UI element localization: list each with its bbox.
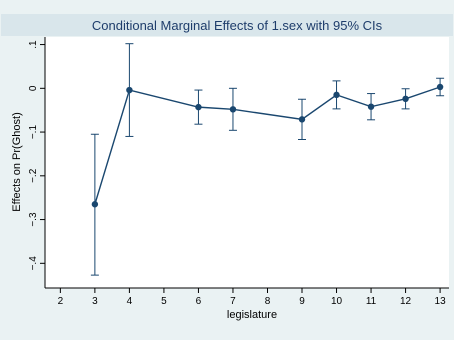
data-point bbox=[298, 116, 306, 123]
data-point bbox=[195, 103, 202, 111]
data-point bbox=[436, 83, 444, 91]
data-point bbox=[333, 91, 340, 99]
y-tick-label: .1 bbox=[28, 40, 39, 49]
y-tick-label: −.3 bbox=[28, 212, 39, 227]
y-axis: .1 0 −.1 −.2 −.3 −.4 bbox=[28, 37, 46, 288]
x-tick-label: 4 bbox=[127, 296, 133, 307]
data-point bbox=[126, 86, 133, 94]
series-layer bbox=[90, 43, 445, 276]
x-tick-label: 11 bbox=[366, 296, 377, 307]
chart-title: Conditional Marginal Effects of 1.sex wi… bbox=[92, 18, 383, 33]
x-tick-label: 8 bbox=[265, 296, 271, 307]
x-tick-label: 7 bbox=[230, 296, 236, 307]
data-point bbox=[367, 103, 375, 110]
plot-area bbox=[45, 37, 449, 288]
x-tick-label: 13 bbox=[435, 296, 447, 307]
data-point bbox=[402, 95, 409, 103]
x-tick-label: 2 bbox=[58, 296, 64, 307]
x-tick-label: 12 bbox=[400, 296, 412, 307]
title-background bbox=[1, 14, 453, 36]
y-tick-label: −.1 bbox=[28, 125, 39, 140]
y-tick-label: −.4 bbox=[28, 256, 39, 271]
x-tick-label: 3 bbox=[92, 296, 98, 307]
x-tick-label: 6 bbox=[196, 296, 202, 307]
x-tick-label: 5 bbox=[161, 296, 167, 307]
y-tick-label: 0 bbox=[28, 85, 39, 91]
x-tick-label: 10 bbox=[331, 296, 343, 307]
y-tick-label: −.2 bbox=[28, 168, 39, 183]
y-axis-label: Effects on Pr(Ghost) bbox=[11, 112, 23, 211]
x-tick-label: 9 bbox=[299, 296, 305, 307]
data-point bbox=[91, 201, 99, 208]
data-point bbox=[229, 106, 237, 113]
x-axis: 2 3 4 5 6 7 8 9 10 11 12 13 bbox=[45, 287, 449, 307]
x-axis-label: legislature bbox=[227, 309, 277, 321]
